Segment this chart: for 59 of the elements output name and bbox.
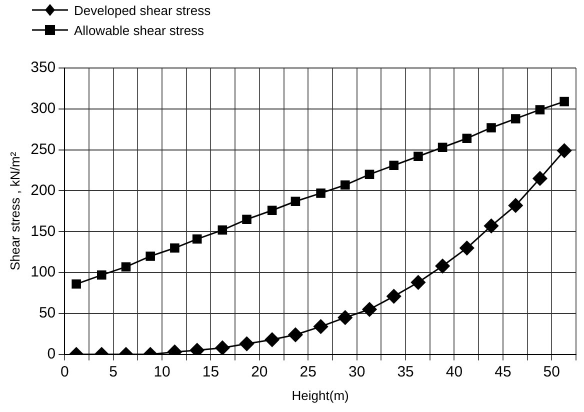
y-tick-label: 350 [30, 59, 56, 76]
point [121, 262, 131, 272]
point [242, 214, 252, 224]
point [560, 96, 569, 106]
point [435, 258, 450, 274]
point [290, 196, 300, 206]
point [97, 270, 106, 280]
legend-label: Developed shear stress [74, 2, 211, 18]
point [316, 188, 326, 198]
y-tick-label: 150 [30, 222, 56, 240]
point [508, 198, 523, 213]
point [170, 243, 180, 253]
point [218, 225, 228, 235]
point [389, 160, 398, 170]
point [438, 142, 448, 152]
y-axis-title: Shear stress , kN/m² [7, 151, 22, 270]
x-tick-label: 15 [202, 364, 220, 381]
point [146, 252, 155, 261]
y-tick-label: 250 [30, 140, 56, 158]
y-tick-label: 100 [30, 264, 56, 281]
x-tick-label: 50 [543, 364, 560, 381]
point [338, 310, 352, 325]
point [314, 319, 328, 334]
point [535, 105, 545, 114]
point [264, 332, 280, 347]
x-tick-label: 35 [397, 364, 414, 381]
x-tick-label: 30 [348, 364, 366, 381]
legend-label: Allowable shear stress [74, 22, 204, 38]
point [386, 289, 402, 304]
point [557, 143, 572, 158]
x-tick-label: 25 [300, 364, 316, 381]
y-tick-label: 200 [30, 182, 56, 199]
point [340, 180, 350, 190]
point [215, 340, 230, 354]
x-tick-label: 10 [154, 364, 170, 381]
point [364, 170, 374, 180]
y-tick-label: 0 [47, 346, 56, 363]
x-tick-label: 45 [494, 364, 512, 381]
point [484, 218, 499, 234]
x-tick-label: 20 [251, 364, 268, 381]
x-axis-title: Height(m) [292, 388, 349, 403]
point [410, 275, 426, 290]
point [72, 279, 81, 289]
x-tick-label: 40 [446, 364, 463, 381]
point [486, 123, 496, 132]
point [240, 336, 254, 352]
point [462, 134, 472, 144]
point [532, 171, 548, 186]
y-tick-label: 50 [38, 304, 56, 322]
point [362, 302, 377, 317]
point [192, 234, 202, 244]
point [267, 206, 277, 216]
point [414, 152, 423, 162]
x-tick-label: 0 [60, 364, 69, 381]
point [460, 240, 474, 256]
point [288, 328, 303, 342]
point [510, 114, 520, 124]
y-tick-label: 300 [30, 100, 56, 118]
x-tick-label: 5 [109, 364, 118, 381]
